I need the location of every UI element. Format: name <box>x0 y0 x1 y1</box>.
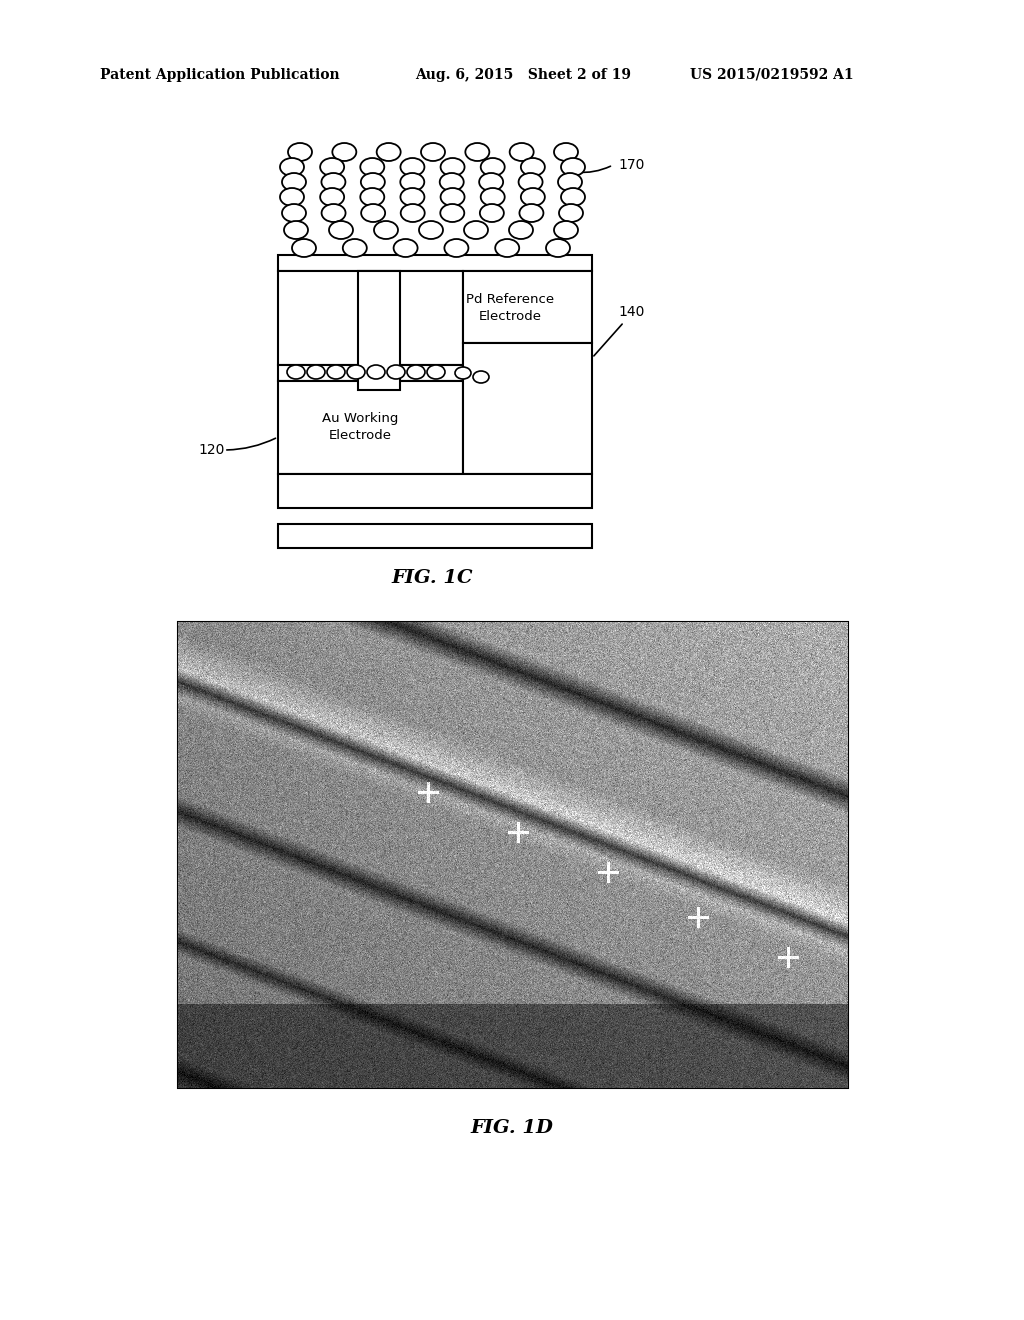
Bar <box>463 343 592 474</box>
Ellipse shape <box>427 366 445 379</box>
Ellipse shape <box>419 220 443 239</box>
Bar <box>463 271 592 343</box>
Ellipse shape <box>280 187 304 206</box>
Ellipse shape <box>347 366 365 379</box>
Text: Aug. 6, 2015   Sheet 2 of 19: Aug. 6, 2015 Sheet 2 of 19 <box>415 69 631 82</box>
Text: Patent Application Publication: Patent Application Publication <box>100 69 340 82</box>
Ellipse shape <box>400 205 425 222</box>
Ellipse shape <box>518 173 543 191</box>
Ellipse shape <box>440 158 465 176</box>
Text: Au Working
Electrode: Au Working Electrode <box>322 412 398 442</box>
Text: 120: 120 <box>198 444 224 457</box>
Ellipse shape <box>387 366 406 379</box>
Ellipse shape <box>400 158 424 176</box>
Ellipse shape <box>282 205 306 222</box>
Text: Pd Reference
Electrode: Pd Reference Electrode <box>466 293 554 323</box>
Ellipse shape <box>393 239 418 257</box>
Ellipse shape <box>509 220 534 239</box>
Ellipse shape <box>360 158 384 176</box>
Ellipse shape <box>510 143 534 161</box>
Ellipse shape <box>440 187 465 206</box>
Ellipse shape <box>288 143 312 161</box>
Ellipse shape <box>561 158 585 176</box>
Ellipse shape <box>521 158 545 176</box>
Ellipse shape <box>561 187 585 206</box>
Ellipse shape <box>400 187 424 206</box>
Ellipse shape <box>321 187 344 206</box>
Ellipse shape <box>327 366 345 379</box>
Bar <box>178 622 848 1088</box>
Ellipse shape <box>440 205 464 222</box>
Ellipse shape <box>546 239 570 257</box>
Ellipse shape <box>421 143 445 161</box>
Text: 170: 170 <box>618 158 644 172</box>
Ellipse shape <box>333 143 356 161</box>
Ellipse shape <box>554 143 578 161</box>
Text: FIG. 1C: FIG. 1C <box>391 569 473 587</box>
Ellipse shape <box>284 220 308 239</box>
Text: 140: 140 <box>618 305 644 319</box>
Bar <box>278 366 463 381</box>
Ellipse shape <box>407 366 425 379</box>
Ellipse shape <box>307 366 325 379</box>
Ellipse shape <box>480 205 504 222</box>
Ellipse shape <box>374 220 398 239</box>
Ellipse shape <box>479 173 503 191</box>
Bar <box>278 524 592 548</box>
Ellipse shape <box>521 187 545 206</box>
Ellipse shape <box>282 173 306 191</box>
Ellipse shape <box>280 158 304 176</box>
Ellipse shape <box>554 220 578 239</box>
Ellipse shape <box>519 205 544 222</box>
Ellipse shape <box>473 371 489 383</box>
Bar <box>278 255 592 271</box>
Ellipse shape <box>361 205 385 222</box>
Ellipse shape <box>292 239 316 257</box>
Ellipse shape <box>480 158 505 176</box>
Ellipse shape <box>360 187 384 206</box>
Ellipse shape <box>559 205 583 222</box>
Ellipse shape <box>465 143 489 161</box>
Ellipse shape <box>464 220 488 239</box>
Ellipse shape <box>496 239 519 257</box>
Ellipse shape <box>444 239 468 257</box>
Text: FIG. 1D: FIG. 1D <box>471 1119 553 1137</box>
Ellipse shape <box>480 187 505 206</box>
Ellipse shape <box>360 173 385 191</box>
Ellipse shape <box>455 367 471 379</box>
Ellipse shape <box>322 173 345 191</box>
Ellipse shape <box>321 158 344 176</box>
Ellipse shape <box>367 366 385 379</box>
Bar <box>358 271 400 389</box>
Ellipse shape <box>377 143 400 161</box>
Bar <box>278 271 463 366</box>
Ellipse shape <box>439 173 464 191</box>
Ellipse shape <box>558 173 582 191</box>
Ellipse shape <box>322 205 345 222</box>
Bar <box>278 381 463 474</box>
Ellipse shape <box>329 220 353 239</box>
Ellipse shape <box>343 239 367 257</box>
Text: US 2015/0219592 A1: US 2015/0219592 A1 <box>690 69 854 82</box>
Bar <box>278 474 592 508</box>
Ellipse shape <box>287 366 305 379</box>
Ellipse shape <box>400 173 424 191</box>
